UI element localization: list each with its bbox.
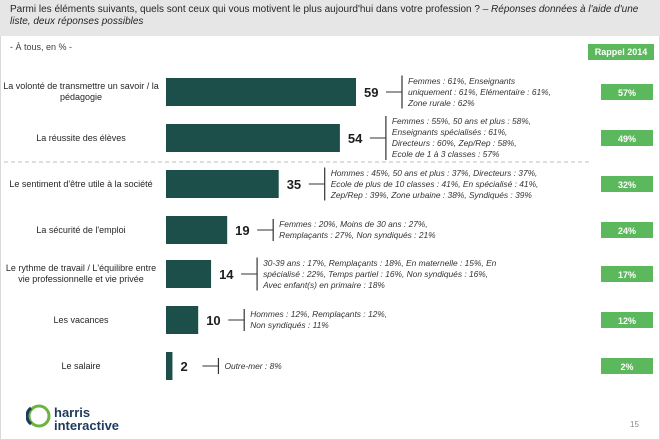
page-number: 15 <box>630 420 639 429</box>
subgroup-note: Femmes : 20%, Moins de 30 ans : 27%, Remp… <box>279 219 435 241</box>
note-line: 30-39 ans : 17%, Remplaçants : 18%, En m… <box>263 257 497 268</box>
note-line: Remplaçants : 27%, Non syndiqués : 21% <box>279 230 436 240</box>
subgroup-note: Outre-mer : 8% <box>224 361 281 372</box>
rappel-value: 24% <box>618 226 636 236</box>
value-label: 35 <box>287 177 301 192</box>
rappel-box <box>601 222 653 238</box>
rappel-value: 17% <box>618 270 636 280</box>
rappel-box <box>601 266 653 282</box>
bar <box>166 306 199 334</box>
rappel-value: 12% <box>618 316 636 326</box>
question-text: Parmi les éléments suivants, quels sont … <box>10 4 660 28</box>
note-line: Femmes : 20%, Moins de 30 ans : 27%, <box>279 219 428 229</box>
question-header: Parmi les éléments suivants, quels sont … <box>0 0 660 36</box>
note-line: Directeurs : 60%, Zep/Rep : 58%, <box>391 138 517 148</box>
question-tail: – Réponses données à l'aide d'une liste,… <box>10 4 639 27</box>
value-label: 2 <box>180 359 187 374</box>
value-label: 19 <box>235 223 249 238</box>
value-label: 54 <box>348 131 363 146</box>
note-line: Femmes : 61%, Enseignants <box>408 75 516 86</box>
category-label: La volonté de transmettre un savoir / la… <box>3 81 159 102</box>
subgroup-note: Femmes : 61%, Enseignants uniquement : 61… <box>408 76 551 109</box>
note-line: Ecole de 1 à 3 classes : 57% <box>391 149 500 159</box>
note-line: Femmes : 55%, 50 ans et plus : 58%, <box>391 116 532 126</box>
rappel-value: 2% <box>620 362 633 372</box>
bar <box>166 124 340 152</box>
subgroup-note: Hommes : 45%, 50 ans et plus : 37%, Dire… <box>331 168 539 201</box>
note-line: Hommes : 12%, Remplaçants : 12%, <box>250 309 388 319</box>
rappel-header: Rappel 2014 <box>588 44 654 60</box>
value-label: 14 <box>219 267 234 282</box>
category-label: Le sentiment d'être utile à la société <box>9 178 153 189</box>
rappel-box <box>601 84 653 100</box>
rappel-value: 57% <box>618 88 636 98</box>
question-main: Parmi les éléments suivants, quels sont … <box>10 4 480 15</box>
note-line: spécialisé : 22%, Temps partiel : 16%, N… <box>263 268 489 279</box>
note-line: Zone rurale : 62% <box>408 97 475 108</box>
harris-logo-icon <box>26 404 51 428</box>
value-label: 10 <box>206 313 220 328</box>
value-label: 59 <box>364 85 378 100</box>
category-label: La réussite des élèves <box>36 132 126 143</box>
note-line: Zep/Rep : 39%, Zone urbaine : 38%, Syndi… <box>330 189 532 200</box>
note-line: Non syndiqués : 11% <box>250 320 329 330</box>
logo-wordmark: harris interactive <box>54 406 119 432</box>
rappel-box <box>601 130 653 146</box>
note-line: Avec enfant(s) en primaire : 18% <box>263 279 385 290</box>
rappel-box <box>601 358 653 374</box>
category-label: Les vacances <box>53 314 109 325</box>
bar <box>166 352 173 380</box>
logo-line1: harris <box>54 405 91 420</box>
subgroup-note: 30-39 ans : 17%, Remplaçants : 18%, En m… <box>263 258 496 291</box>
category-label: Le salaire <box>61 360 101 371</box>
rappel-box <box>601 312 653 328</box>
rappel-box <box>601 176 653 192</box>
subgroup-note: Hommes : 12%, Remplaçants : 12%, Non synd… <box>250 309 387 331</box>
note-line: uniquement : 61%, Elémentaire : 61%, <box>408 86 551 97</box>
bar <box>166 78 356 106</box>
chart-subtitle: - À tous, en % - <box>10 42 73 52</box>
subgroup-note: Femmes : 55%, 50 ans et plus : 58%, Ensei… <box>392 116 531 160</box>
category-label: La sécurité de l'emploi <box>36 224 126 235</box>
rappel-value: 32% <box>618 180 636 190</box>
note-line: Ecole de plus de 10 classes : 41%, En sp… <box>330 178 539 189</box>
rappel-value: 49% <box>618 134 636 144</box>
bar <box>166 170 279 198</box>
note-line: Enseignants spécialisés : 61%, <box>391 127 508 137</box>
logo-line2: interactive <box>54 418 120 433</box>
bar <box>166 216 228 244</box>
bar <box>166 260 212 288</box>
note-line: Outre-mer : 8% <box>224 360 282 371</box>
note-line: Hommes : 45%, 50 ans et plus : 37%, Dire… <box>330 167 538 178</box>
category-label: Le rythme de travail / L'équilibre entre… <box>5 263 157 284</box>
